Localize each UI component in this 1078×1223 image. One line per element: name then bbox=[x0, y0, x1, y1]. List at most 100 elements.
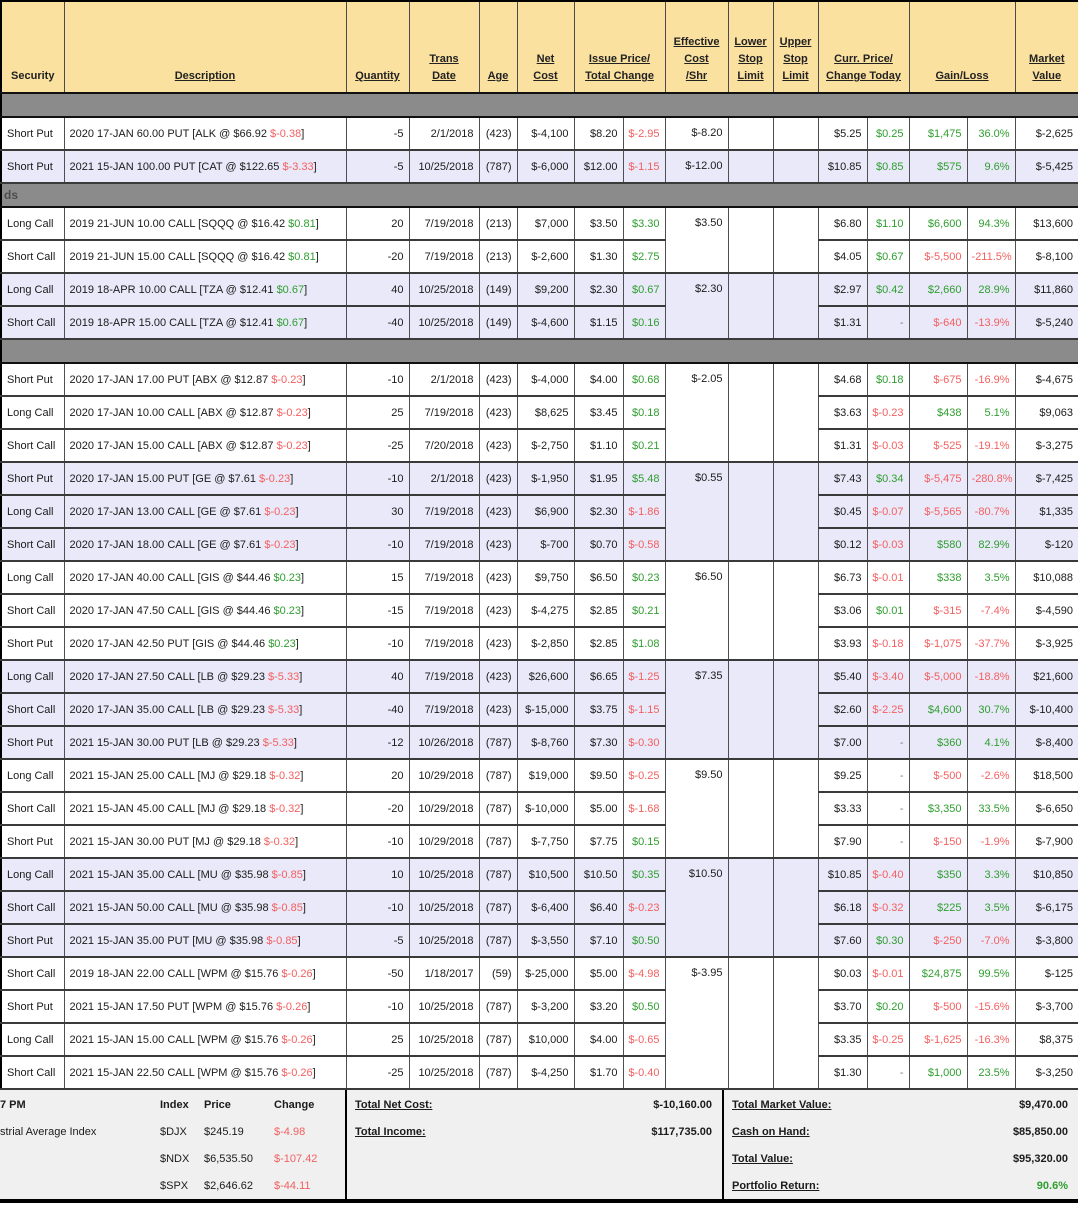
cell-effective-cost-shr: $10.50 bbox=[664, 857, 729, 958]
description-text: 2019 18-APR 10.00 CALL [TZA @ $12.41 bbox=[69, 283, 277, 296]
cell-change-today: $-3.40 bbox=[866, 659, 910, 694]
col-header-gain-loss[interactable]: Gain/Loss bbox=[908, 0, 1016, 94]
cell-total-change: $2.75 bbox=[622, 239, 666, 274]
col-header-net-cost[interactable]: Net Cost bbox=[516, 0, 575, 94]
cell-description: 2021 15-JAN 30.00 PUT [MJ @ $29.18 $-0.3… bbox=[63, 824, 347, 859]
cell-trans-date: 10/25/2018 bbox=[408, 305, 480, 340]
cell-market-value: $-2,625 bbox=[1014, 116, 1078, 151]
cell-curr-price: $10.85 bbox=[817, 149, 868, 184]
position-row: Short Call 2019 18-APR 15.00 CALL [TZA @ … bbox=[0, 305, 1078, 340]
col-header-upper-stop-limit[interactable]: Upper Stop Limit bbox=[772, 0, 819, 94]
cell-market-value: $-5,240 bbox=[1014, 305, 1078, 340]
cell-market-value: $11,860 bbox=[1014, 272, 1078, 307]
position-row: Long Call 2021 15-JAN 35.00 CALL [MU @ $3… bbox=[0, 857, 1078, 958]
cell-security: Long Call bbox=[0, 494, 65, 529]
description-text: 2019 18-APR 15.00 CALL [TZA @ $12.41 bbox=[69, 316, 277, 329]
cell-security: Short Call bbox=[0, 956, 65, 991]
cell-security: Short Call bbox=[0, 428, 65, 463]
cell-issue-price: $3.20 bbox=[573, 989, 624, 1024]
description-price-change: $-0.26 bbox=[281, 967, 313, 980]
position-row: Long Call 2020 17-JAN 27.50 CALL [LB @ $2… bbox=[0, 659, 1078, 760]
cell-upper-stop-limit bbox=[772, 560, 819, 661]
cell-trans-date: 10/26/2018 bbox=[408, 725, 480, 760]
position-row: Short Call 2019 18-JAN 22.00 CALL [WPM @ … bbox=[0, 956, 1078, 1090]
cell-security: Short Put bbox=[0, 725, 65, 760]
cell-net-cost: $-4,000 bbox=[516, 362, 575, 397]
description-text: 2021 15-JAN 30.00 PUT [LB @ $29.23 bbox=[69, 736, 263, 749]
cell-security: Long Call bbox=[0, 560, 65, 595]
positions-table: Security Description Quantity Trans Date Age N… bbox=[0, 0, 1078, 1090]
cell-issue-price: $12.00 bbox=[573, 149, 624, 184]
index-table: Index Price Change $DJX $245.19 $-4.98 $… bbox=[160, 1099, 317, 1207]
cell-curr-price: $1.30 bbox=[817, 1055, 868, 1090]
cell-gain-loss: $-500 bbox=[908, 758, 968, 793]
cell-quantity: 20 bbox=[345, 758, 410, 793]
position-row: Short Call 2021 15-JAN 45.00 CALL [MJ @ $… bbox=[0, 791, 1078, 826]
cell-net-cost: $-3,200 bbox=[516, 989, 575, 1024]
col-header-security[interactable]: Security bbox=[0, 0, 65, 94]
cell-change-today: $-0.03 bbox=[866, 527, 910, 562]
cell-net-cost: $9,750 bbox=[516, 560, 575, 595]
footer-market-indexes: 7 PM strial Average Index Index Price Ch… bbox=[0, 1090, 345, 1199]
description-text: 2020 17-JAN 13.00 CALL [GE @ $7.61 bbox=[69, 505, 265, 518]
col-header-effective-cost-shr[interactable]: Effective Cost/Shr bbox=[664, 0, 729, 94]
cell-trans-date: 10/25/2018 bbox=[408, 272, 480, 307]
cell-change-today: $0.30 bbox=[866, 923, 910, 958]
cell-gain-loss-pct: 5.1% bbox=[966, 395, 1016, 430]
cell-net-cost: $-4,600 bbox=[516, 305, 575, 340]
cell-net-cost: $-2,850 bbox=[516, 626, 575, 661]
description-price-change: $-0.26 bbox=[281, 1066, 313, 1079]
total-market-value-label: Total Market Value: bbox=[732, 1099, 832, 1111]
col-header-curr-price-change-today[interactable]: Curr. Price/Change Today bbox=[817, 0, 910, 94]
col-header-quantity[interactable]: Quantity bbox=[345, 0, 410, 94]
col-header-issue-price-total-change[interactable]: Issue Price/Total Change bbox=[573, 0, 666, 94]
cell-description: 2019 18-JAN 22.00 CALL [WPM @ $15.76 $-0… bbox=[63, 956, 347, 991]
cell-trans-date: 10/25/2018 bbox=[408, 1022, 480, 1057]
total-value-label: Total Value: bbox=[732, 1153, 793, 1165]
cell-quantity: -5 bbox=[345, 149, 410, 184]
cell-upper-stop-limit bbox=[772, 659, 819, 760]
description-text: 2019 21-JUN 10.00 CALL [SQQQ @ $16.42 bbox=[69, 217, 289, 230]
cell-gain-loss-pct: 33.5% bbox=[966, 791, 1016, 826]
col-header-lower-stop-limit[interactable]: Lower Stop Limit bbox=[727, 0, 774, 94]
cell-gain-loss: $225 bbox=[908, 890, 968, 925]
position-row: Short Call 2019 21-JUN 15.00 CALL [SQQQ @… bbox=[0, 239, 1078, 274]
cell-trans-date: 10/25/2018 bbox=[408, 890, 480, 925]
cell-market-value: $-4,675 bbox=[1014, 362, 1078, 397]
description-text: 2021 15-JAN 17.50 PUT [WPM @ $15.76 bbox=[69, 1000, 277, 1013]
cell-change-today: $0.25 bbox=[866, 116, 910, 151]
cell-net-cost: $-8,760 bbox=[516, 725, 575, 760]
description-text: 2021 15-JAN 15.00 CALL [WPM @ $15.76 bbox=[69, 1033, 282, 1046]
cell-issue-price: $1.95 bbox=[573, 461, 624, 496]
cell-lower-stop-limit bbox=[727, 149, 774, 184]
cell-security: Short Put bbox=[0, 149, 65, 184]
col-header-age[interactable]: Age bbox=[478, 0, 518, 94]
col-header-trans-date[interactable]: Trans Date bbox=[408, 0, 480, 94]
cell-lower-stop-limit bbox=[727, 758, 774, 859]
cell-security: Short Call bbox=[0, 791, 65, 826]
cell-net-cost: $-10,000 bbox=[516, 791, 575, 826]
cell-issue-price: $4.00 bbox=[573, 362, 624, 397]
cell-total-change: $0.18 bbox=[622, 395, 666, 430]
position-row: Long Call 2020 17-JAN 10.00 CALL [ABX @ $… bbox=[0, 395, 1078, 430]
cell-change-today: $0.67 bbox=[866, 239, 910, 274]
description-text: 2019 18-JAN 22.00 CALL [WPM @ $15.76 bbox=[69, 967, 282, 980]
position-row: Long Call 2019 18-APR 10.00 CALL [TZA @ $… bbox=[0, 272, 1078, 340]
col-header-description[interactable]: Description bbox=[63, 0, 347, 94]
cell-security: Short Put bbox=[0, 626, 65, 661]
cell-gain-loss-pct: 94.3% bbox=[966, 206, 1016, 241]
cell-quantity: -20 bbox=[345, 239, 410, 274]
cell-net-cost: $19,000 bbox=[516, 758, 575, 793]
cell-gain-loss: $360 bbox=[908, 725, 968, 760]
description-text: 2019 21-JUN 15.00 CALL [SQQQ @ $16.42 bbox=[69, 250, 289, 263]
cell-trans-date: 10/25/2018 bbox=[408, 857, 480, 892]
cell-curr-price: $4.68 bbox=[817, 362, 868, 397]
cell-change-today: $-0.32 bbox=[866, 890, 910, 925]
cell-curr-price: $6.73 bbox=[817, 560, 868, 595]
footer-cost-income: Total Net Cost: $-10,160.00 Total Income… bbox=[345, 1090, 722, 1199]
description-price-change: $0.81 bbox=[288, 217, 316, 230]
cell-trans-date: 7/19/2018 bbox=[408, 395, 480, 430]
cell-net-cost: $-2,600 bbox=[516, 239, 575, 274]
cell-change-today: $1.10 bbox=[866, 206, 910, 241]
col-header-market-value[interactable]: Market Value bbox=[1014, 0, 1078, 94]
